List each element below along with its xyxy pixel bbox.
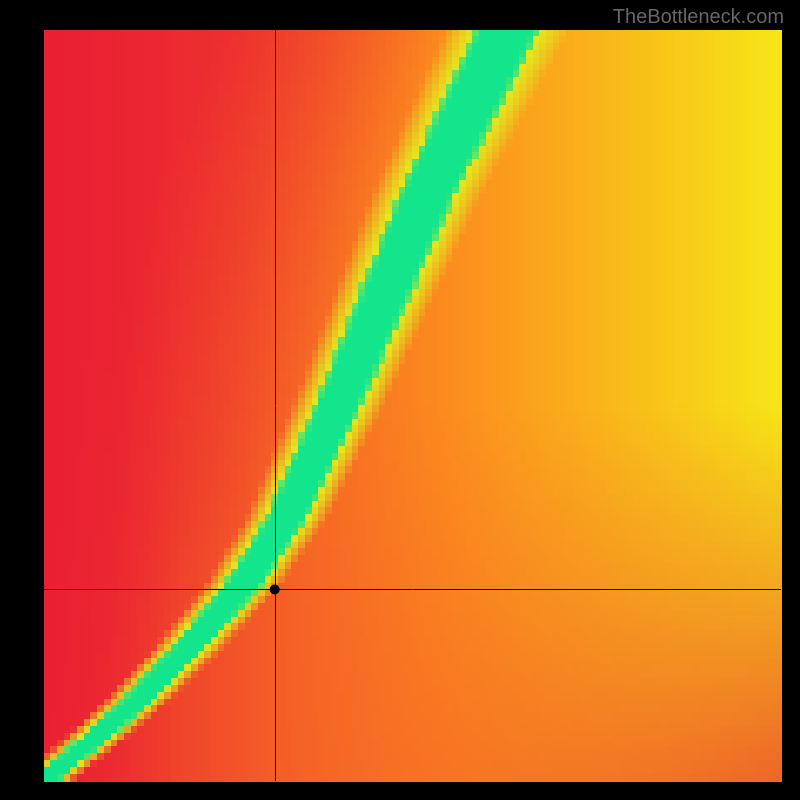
chart-container: TheBottleneck.com <box>0 0 800 800</box>
watermark-text: TheBottleneck.com <box>613 6 784 29</box>
heatmap-canvas <box>0 0 800 800</box>
